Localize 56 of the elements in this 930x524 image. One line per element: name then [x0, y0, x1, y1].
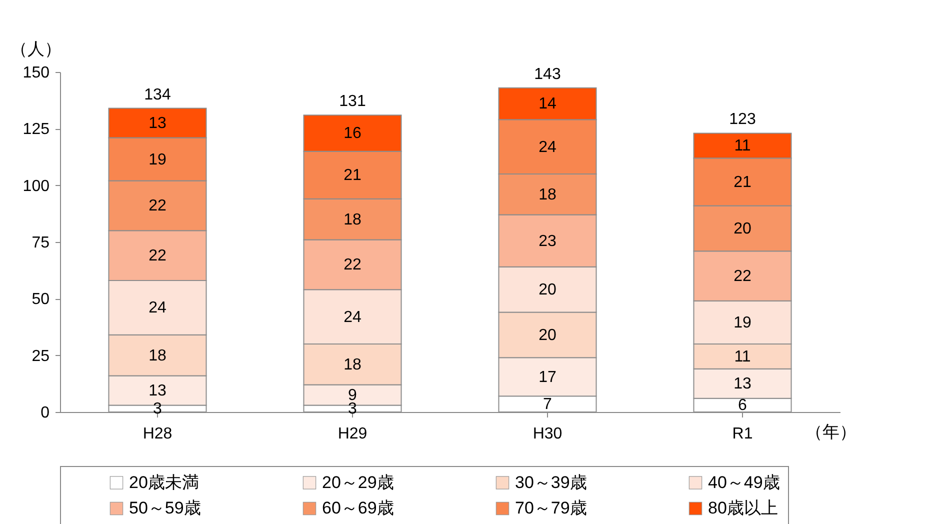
data-label: 20: [538, 326, 556, 344]
x-axis-title: （年）: [806, 422, 856, 442]
data-label: 13: [148, 115, 166, 132]
y-tick-label: 50: [32, 291, 50, 308]
data-label: 6: [738, 397, 748, 414]
data-label: 21: [344, 167, 362, 184]
y-axis-title: （人）: [10, 40, 62, 58]
data-label: 22: [148, 248, 166, 265]
data-label: 7: [543, 396, 552, 414]
y-tick-label: 75: [32, 234, 50, 252]
data-label: 18: [538, 186, 556, 204]
legend-label: 20歳未満: [129, 472, 199, 492]
legend-label: 70～79歳: [515, 498, 587, 518]
y-tick-label: 150: [22, 64, 50, 82]
data-label: 24: [538, 138, 556, 156]
data-label: 11: [734, 138, 751, 155]
legend-label: 30～39歳: [515, 472, 587, 492]
total-label: 143: [534, 66, 561, 83]
data-label: 18: [344, 211, 362, 228]
data-label: 13: [734, 376, 752, 393]
data-label: 18: [148, 347, 166, 364]
legend-label: 80歳以上: [708, 498, 778, 518]
data-label: 11: [734, 348, 751, 366]
data-label: 17: [538, 368, 556, 386]
legend-label: 20～29歳: [322, 472, 394, 492]
x-tick-label: H30: [532, 426, 562, 442]
legend-label: 40～49歳: [708, 472, 780, 492]
data-label: 22: [734, 268, 752, 285]
data-label: 3: [348, 400, 358, 418]
data-label: 21: [734, 174, 752, 191]
data-label: 20: [734, 220, 752, 238]
data-label: 22: [344, 256, 362, 274]
total-label: 134: [144, 86, 171, 104]
x-tick-label: H28: [142, 426, 172, 442]
total-label: 131: [339, 93, 366, 110]
data-label: 16: [344, 125, 362, 142]
total-label: 123: [729, 111, 756, 128]
data-label: 24: [344, 308, 362, 326]
data-label: 18: [344, 356, 362, 374]
data-label: 22: [148, 198, 166, 215]
data-label: 3: [153, 400, 162, 418]
y-tick-label: 100: [22, 178, 50, 195]
data-label: 14: [538, 96, 556, 113]
y-tick-label: 0: [40, 404, 50, 422]
data-label: 13: [148, 382, 166, 400]
y-tick-label: 125: [22, 121, 50, 138]
x-tick-label: R1: [732, 426, 753, 442]
data-label: 19: [734, 314, 752, 332]
data-label: 20: [538, 282, 556, 299]
data-label: 19: [148, 151, 166, 168]
data-label: 24: [148, 300, 166, 317]
legend-label: 50～59歳: [129, 498, 201, 518]
x-tick-label: H29: [338, 426, 368, 442]
legend-label: 60～69歳: [322, 498, 394, 518]
data-label: 23: [538, 232, 556, 250]
y-tick-label: 25: [32, 348, 50, 365]
